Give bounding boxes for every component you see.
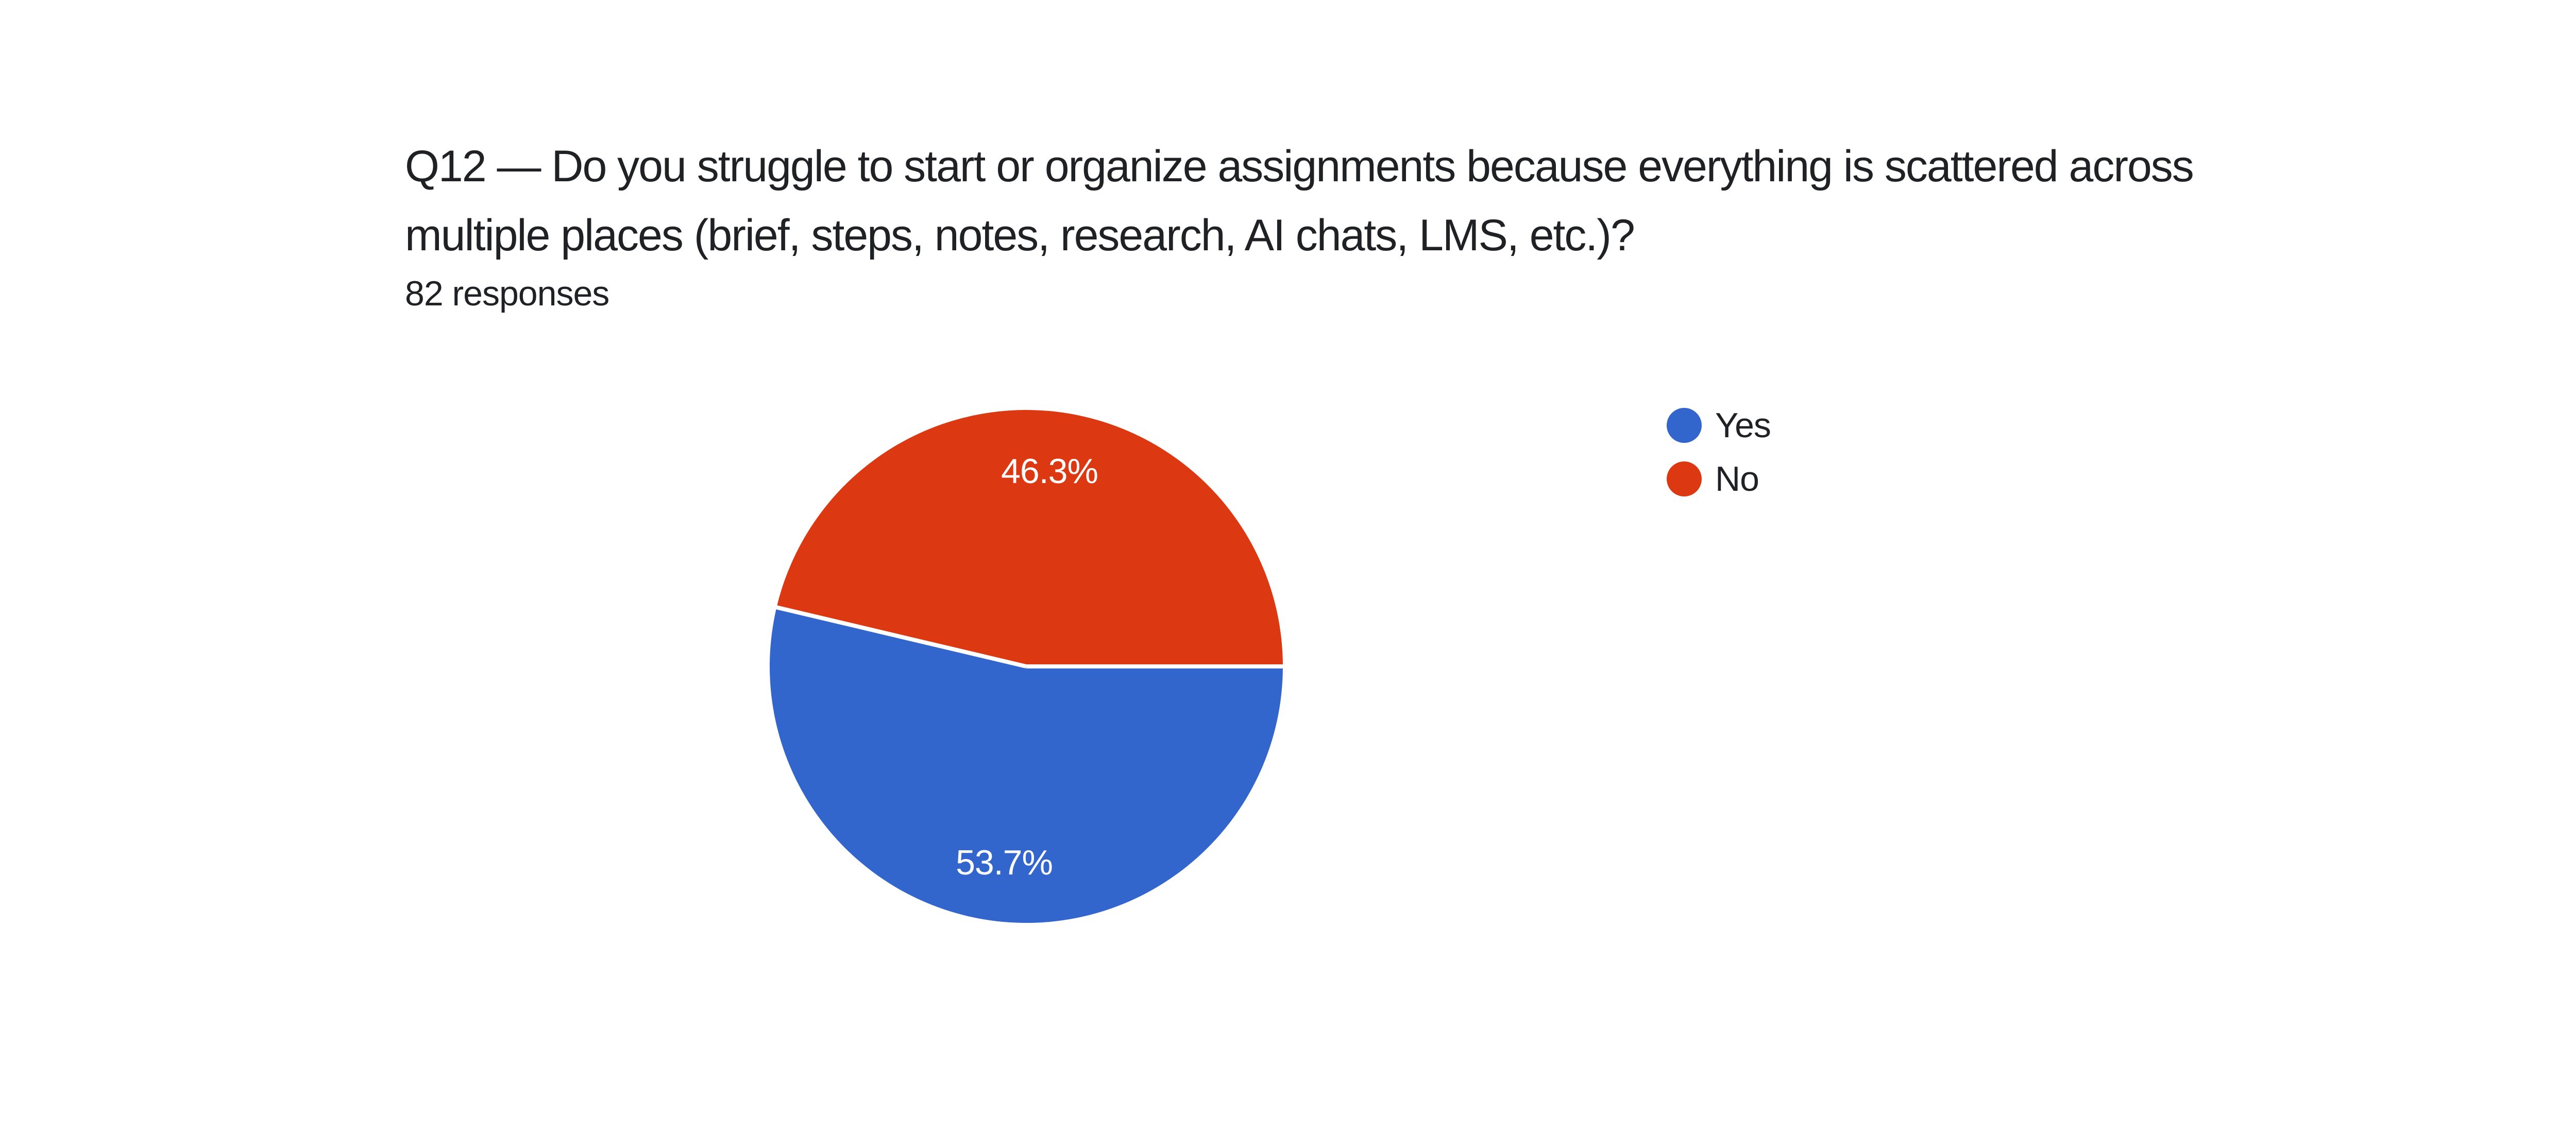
question-title: Q12 — Do you struggle to start or organi…	[405, 132, 2194, 270]
question-title-line-1: Q12 — Do you struggle to start or organi…	[405, 142, 2194, 191]
legend-dot-yes-icon	[1667, 408, 1702, 443]
pie-slice-no[interactable]	[776, 410, 1283, 666]
pie-label-yes: 53.7%	[956, 843, 1053, 882]
legend-item-yes: Yes	[1667, 407, 1771, 443]
pie-label-no: 46.3%	[1001, 452, 1098, 491]
slice-separator-left	[776, 605, 1027, 668]
legend-dot-no-icon	[1667, 461, 1702, 496]
chart-legend: Yes No	[1667, 407, 1771, 497]
legend-label-no: No	[1715, 459, 1759, 499]
legend-item-no: No	[1667, 461, 1771, 497]
legend-label-yes: Yes	[1715, 406, 1771, 445]
response-count: 82 responses	[405, 274, 609, 313]
pie-slice-yes[interactable]	[770, 607, 1283, 923]
question-title-line-2: multiple places (brief, steps, notes, re…	[405, 211, 1635, 260]
pie-chart: 46.3% 53.7%	[770, 410, 1283, 923]
